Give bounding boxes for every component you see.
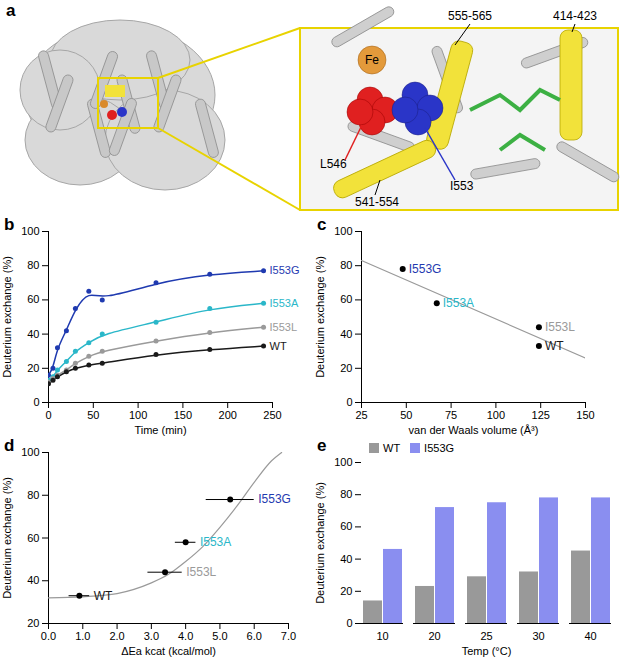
html-text:d: d bbox=[4, 436, 15, 455]
svg-text:25: 25 bbox=[355, 409, 367, 421]
svg-text:200: 200 bbox=[219, 409, 237, 421]
svg-text:0.0: 0.0 bbox=[41, 630, 56, 642]
svg-text:60: 60 bbox=[340, 520, 352, 532]
svg-text:a: a bbox=[6, 1, 16, 20]
svg-text:541-554: 541-554 bbox=[355, 195, 399, 209]
svg-text:250: 250 bbox=[263, 409, 281, 421]
svg-text:I553A: I553A bbox=[443, 296, 474, 310]
svg-text:I553L: I553L bbox=[270, 321, 298, 333]
html-text:c: c bbox=[317, 215, 327, 234]
svg-text:100: 100 bbox=[487, 409, 505, 421]
svg-text:Deuterium exchange (%): Deuterium exchange (%) bbox=[1, 256, 13, 378]
svg-text:1.0: 1.0 bbox=[75, 630, 90, 642]
svg-text:60: 60 bbox=[27, 532, 39, 544]
svg-text:40: 40 bbox=[340, 328, 352, 340]
svg-text:2.0: 2.0 bbox=[109, 630, 124, 642]
html-text:b: b bbox=[4, 215, 15, 234]
svg-text:100: 100 bbox=[21, 225, 39, 237]
svg-text:I553A: I553A bbox=[270, 297, 299, 309]
svg-text:20: 20 bbox=[340, 362, 352, 374]
svg-text:7.0: 7.0 bbox=[281, 630, 296, 642]
svg-text:Temp (°C): Temp (°C) bbox=[462, 645, 512, 657]
svg-text:0: 0 bbox=[45, 409, 51, 421]
svg-text:555-565: 555-565 bbox=[448, 9, 492, 23]
svg-text:5.0: 5.0 bbox=[212, 630, 227, 642]
svg-text:40: 40 bbox=[340, 553, 352, 565]
svg-text:Deuterium exchange (%): Deuterium exchange (%) bbox=[314, 482, 326, 604]
svg-text:WT: WT bbox=[545, 339, 564, 353]
svg-text:Fe: Fe bbox=[365, 53, 379, 67]
svg-text:0: 0 bbox=[33, 396, 39, 408]
svg-text:Deuterium exchange (%): Deuterium exchange (%) bbox=[314, 256, 326, 378]
svg-text:25: 25 bbox=[480, 630, 492, 642]
svg-text:30: 30 bbox=[532, 630, 544, 642]
svg-text:40: 40 bbox=[27, 328, 39, 340]
svg-text:3.0: 3.0 bbox=[144, 630, 159, 642]
svg-text:I553L: I553L bbox=[186, 565, 216, 579]
svg-text:60: 60 bbox=[27, 293, 39, 305]
svg-text:10: 10 bbox=[376, 630, 388, 642]
svg-text:75: 75 bbox=[445, 409, 457, 421]
svg-text:40: 40 bbox=[27, 574, 39, 586]
html-text:I553G: I553G bbox=[424, 442, 455, 454]
svg-text:80: 80 bbox=[340, 488, 352, 500]
html-text:e: e bbox=[317, 436, 327, 455]
svg-text:20: 20 bbox=[340, 585, 352, 597]
svg-text:I553G: I553G bbox=[258, 492, 291, 506]
svg-text:6.0: 6.0 bbox=[247, 630, 262, 642]
svg-text:Deuterium exchange (%): Deuterium exchange (%) bbox=[1, 477, 13, 599]
svg-text:ΔEa kcat (kcal/mol): ΔEa kcat (kcal/mol) bbox=[121, 645, 216, 657]
svg-text:I553A: I553A bbox=[200, 535, 231, 549]
svg-text:0: 0 bbox=[346, 396, 352, 408]
svg-text:125: 125 bbox=[532, 409, 550, 421]
svg-text:50: 50 bbox=[400, 409, 412, 421]
svg-text:I553: I553 bbox=[450, 179, 474, 193]
svg-text:0: 0 bbox=[346, 617, 352, 629]
svg-text:20: 20 bbox=[27, 617, 39, 629]
svg-text:Time (min): Time (min) bbox=[134, 424, 186, 436]
svg-text:van der Waals volume (Å³): van der Waals volume (Å³) bbox=[409, 424, 539, 436]
svg-text:4.0: 4.0 bbox=[178, 630, 193, 642]
svg-text:50: 50 bbox=[87, 409, 99, 421]
svg-text:I553L: I553L bbox=[545, 320, 575, 334]
svg-text:I553G: I553G bbox=[270, 264, 300, 276]
svg-text:80: 80 bbox=[340, 259, 352, 271]
svg-text:150: 150 bbox=[576, 409, 594, 421]
svg-text:80: 80 bbox=[27, 259, 39, 271]
svg-text:40: 40 bbox=[584, 630, 596, 642]
svg-text:100: 100 bbox=[334, 456, 352, 468]
svg-text:L546: L546 bbox=[320, 157, 347, 171]
svg-text:20: 20 bbox=[27, 362, 39, 374]
svg-text:414-423: 414-423 bbox=[553, 9, 597, 23]
svg-text:100: 100 bbox=[21, 446, 39, 458]
svg-text:60: 60 bbox=[340, 293, 352, 305]
html-text:WT: WT bbox=[383, 442, 401, 454]
svg-text:WT: WT bbox=[270, 340, 287, 352]
svg-text:80: 80 bbox=[27, 489, 39, 501]
svg-text:20: 20 bbox=[428, 630, 440, 642]
svg-text:I553G: I553G bbox=[409, 262, 442, 276]
svg-text:100: 100 bbox=[129, 409, 147, 421]
svg-text:150: 150 bbox=[174, 409, 192, 421]
svg-text:WT: WT bbox=[94, 589, 113, 603]
svg-text:100: 100 bbox=[334, 225, 352, 237]
